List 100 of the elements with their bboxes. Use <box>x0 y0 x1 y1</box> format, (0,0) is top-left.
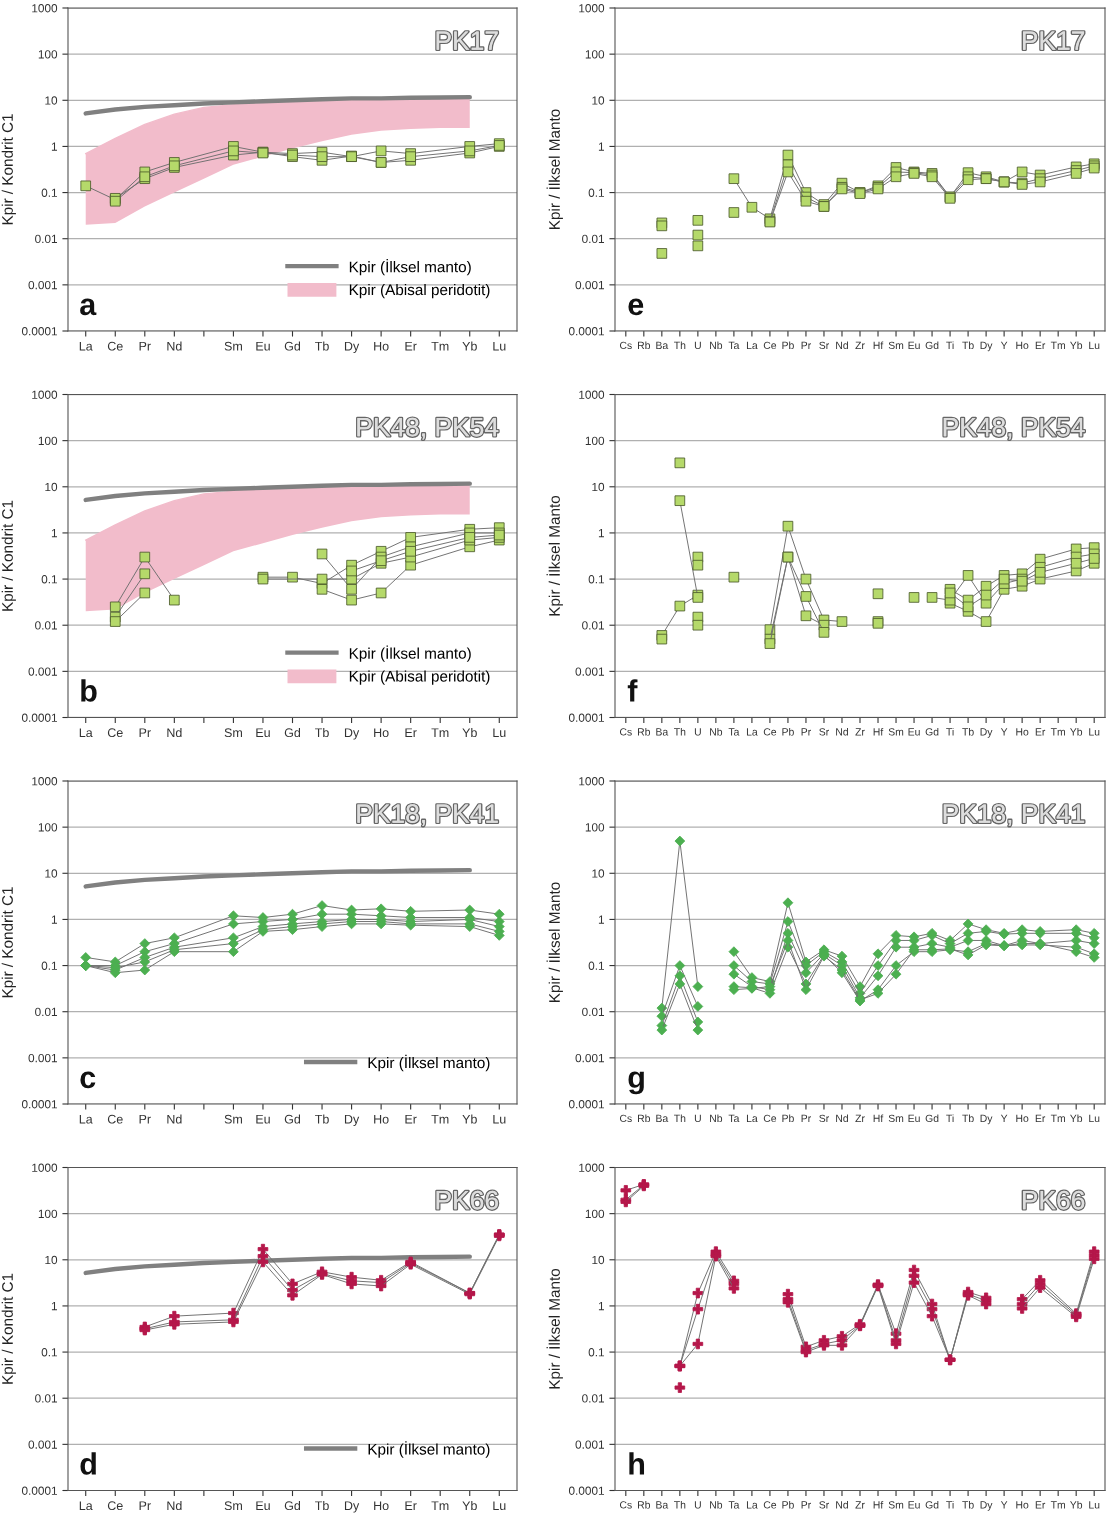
y-tick-label: 10 <box>45 1255 58 1265</box>
y-tick-label: 0.0001 <box>568 327 605 336</box>
x-tick-label: U <box>694 1501 701 1509</box>
x-tick-label: Sm <box>888 728 904 736</box>
y-tick-label: 0.0001 <box>568 1100 605 1109</box>
y-tick-label: 1 <box>598 915 605 924</box>
x-tick-label: Tm <box>1050 1501 1065 1509</box>
y-tick-label: 1 <box>598 142 605 151</box>
x-tick-label: Dy <box>344 728 360 740</box>
y-tick-label: 0.01 <box>35 1394 58 1403</box>
x-tick-label: Ho <box>1016 341 1029 350</box>
y-tick-label: 1 <box>51 915 58 924</box>
x-tick-label: Ho <box>1016 1501 1029 1509</box>
x-tick-label: Pr <box>139 341 151 351</box>
legend-label: Kpir (İlksel manto) <box>349 645 471 662</box>
legend-label: Kpir (Abisal peridotit) <box>349 283 490 299</box>
y-tick-label: 0.0001 <box>568 713 605 722</box>
x-tick-label: Hf <box>873 341 884 349</box>
x-tick-label: Tb <box>962 1500 974 1509</box>
x-tick-label: Pr <box>801 1501 811 1509</box>
x-tick-label: Cs <box>619 1114 632 1123</box>
y-tick-label: 10 <box>45 96 58 105</box>
x-tick-label: Pb <box>782 1500 794 1509</box>
x-tick-label: La <box>79 1501 93 1511</box>
x-tick-label: Nd <box>167 341 182 351</box>
x-tick-label: Tm <box>431 1501 449 1510</box>
y-axis-title: Kpir / Kondrit C1 <box>1 114 16 225</box>
y-tick-label: 10 <box>592 96 605 105</box>
x-tick-label: Er <box>1035 728 1046 736</box>
y-tick-label: 0.0001 <box>21 713 58 722</box>
x-tick-label: Pb <box>782 727 794 736</box>
x-tick-label: Lu <box>493 1114 506 1124</box>
y-axis-title: Kpir / Kondrit C1 <box>1 500 16 611</box>
x-tick-label: Dy <box>980 728 993 738</box>
y-axis-title: Kpir / İlksel Manto <box>546 495 563 616</box>
y-axis-title: Kpir / Kondrit C1 <box>1 1273 16 1384</box>
x-tick-label: Er <box>405 1501 417 1510</box>
x-tick-label: Eu <box>908 728 920 736</box>
y-tick-label: 1000 <box>32 777 58 786</box>
x-tick-label: Cs <box>619 341 632 350</box>
text: PK48, PK54 <box>357 417 499 440</box>
y-tick-label: 0.001 <box>575 667 605 676</box>
y-tick-label: 0.01 <box>582 621 605 630</box>
y-tick-label: 0.1 <box>588 961 605 970</box>
x-tick-label: Sr <box>819 728 830 736</box>
y-tick-label: 10 <box>45 869 58 878</box>
x-tick-label: Y <box>1000 1501 1008 1509</box>
y-tick-label: 10 <box>592 482 605 492</box>
text: PK17 <box>436 31 498 50</box>
annotation: c <box>80 1071 96 1089</box>
x-tick-label: Gd <box>284 1500 301 1511</box>
x-tick-label: Eu <box>908 1114 920 1123</box>
x-tick-label: Nd <box>836 727 848 736</box>
x-tick-label: Sm <box>224 1501 242 1511</box>
y-tick-label: 1000 <box>579 390 605 399</box>
x-tick-label: Nb <box>710 341 723 350</box>
x-tick-label: Eu <box>908 1501 920 1509</box>
y-tick-label: 10 <box>592 869 605 878</box>
y-tick-label: 0.001 <box>28 280 58 290</box>
y-tick-label: 1 <box>51 142 58 151</box>
y-tick-label: 0.001 <box>575 1440 605 1449</box>
x-tick-label: Yb <box>462 341 477 351</box>
x-tick-label: Gd <box>284 1114 301 1124</box>
x-tick-label: Sm <box>224 1114 242 1124</box>
y-tick-label: 1000 <box>32 4 58 13</box>
x-tick-label: Tm <box>431 341 449 351</box>
x-tick-label: Hf <box>873 727 884 736</box>
text: PK66 <box>1023 1190 1085 1210</box>
x-tick-label: Sm <box>888 1114 904 1123</box>
x-tick-label: Th <box>674 1114 686 1122</box>
x-tick-label: Er <box>1035 1114 1046 1122</box>
x-tick-label: Zr <box>855 341 865 349</box>
x-tick-label: Dy <box>344 1114 360 1127</box>
x-tick-label: Yb <box>1070 341 1083 350</box>
x-tick-label: Ho <box>374 1114 389 1124</box>
y-tick-label: 100 <box>38 823 58 832</box>
x-tick-label: Tm <box>1050 1114 1065 1122</box>
x-tick-label: Ce <box>763 341 777 350</box>
x-tick-label: Gd <box>925 1500 939 1509</box>
y-tick-label: 0.1 <box>588 1348 605 1357</box>
x-tick-label: Ba <box>656 341 669 350</box>
x-tick-label: Lu <box>1089 1501 1100 1509</box>
legend-label: Kpir (Abisal peridotit) <box>349 670 490 685</box>
x-tick-label: Ti <box>946 1500 954 1509</box>
y-tick-label: 1000 <box>579 4 605 13</box>
x-tick-label: Ce <box>763 1114 777 1123</box>
x-tick-label: Rb <box>638 1500 651 1509</box>
x-tick-label: Dy <box>980 1114 993 1125</box>
x-tick-label: Nd <box>836 1114 848 1123</box>
x-tick-label: Dy <box>344 1501 360 1513</box>
x-tick-label: Rb <box>638 727 651 736</box>
y-tick-label: 100 <box>38 50 58 59</box>
x-tick-label: Nd <box>167 1500 182 1511</box>
y-tick-label: 1 <box>51 529 58 538</box>
x-tick-label: Nd <box>836 1500 848 1509</box>
x-tick-label: Tb <box>315 1114 329 1124</box>
x-tick-label: Yb <box>462 727 477 738</box>
x-tick-label: Ba <box>656 1501 669 1509</box>
annotation: e <box>628 298 644 316</box>
x-tick-label: Sm <box>888 1501 904 1509</box>
